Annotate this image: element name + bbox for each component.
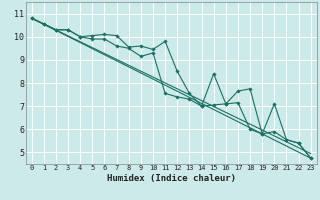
X-axis label: Humidex (Indice chaleur): Humidex (Indice chaleur) <box>107 174 236 183</box>
